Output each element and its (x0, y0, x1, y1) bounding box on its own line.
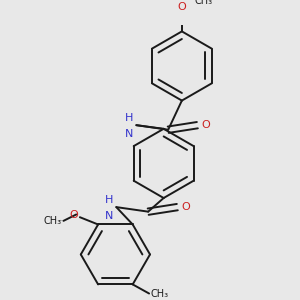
Text: H: H (125, 113, 134, 123)
Text: N: N (125, 129, 134, 139)
Text: O: O (69, 210, 78, 220)
Text: methoxy: methoxy (59, 219, 65, 220)
Text: CH₃: CH₃ (151, 290, 169, 299)
Text: O: O (181, 202, 190, 212)
Text: H: H (105, 195, 114, 205)
Text: O: O (201, 120, 210, 130)
Text: CH₃: CH₃ (44, 216, 62, 226)
Text: N: N (105, 211, 114, 221)
Text: O: O (178, 2, 186, 12)
Text: CH₃: CH₃ (195, 0, 213, 6)
